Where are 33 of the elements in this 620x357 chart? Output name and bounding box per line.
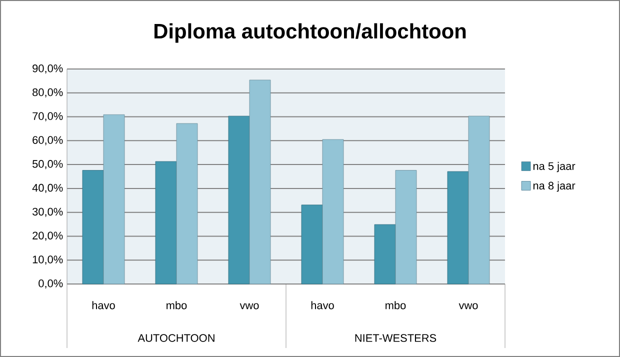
x-tick-label: vwo bbox=[240, 303, 259, 310]
text: NIET-WESTERS bbox=[355, 334, 436, 342]
bar bbox=[301, 204, 323, 284]
bar bbox=[374, 224, 396, 284]
y-tick-label: 30,0% bbox=[32, 208, 63, 217]
y-tick-label: 0,0% bbox=[38, 279, 63, 289]
legend-label: na 8 jaar bbox=[533, 182, 576, 192]
bar bbox=[176, 123, 198, 284]
bar bbox=[155, 161, 177, 284]
bar bbox=[228, 116, 250, 284]
bar bbox=[82, 170, 104, 284]
y-tick-label: 20,0% bbox=[32, 232, 63, 241]
chart-title: Diploma autochtoon/allochtoon bbox=[154, 23, 466, 43]
y-tick-label: 70,0% bbox=[32, 112, 63, 122]
x-tick-label: vwo bbox=[458, 303, 478, 310]
x-tick-label: havo bbox=[92, 301, 115, 310]
bar bbox=[249, 80, 271, 284]
x-tick-label: havo bbox=[311, 301, 334, 310]
y-tick-label: 80,0% bbox=[32, 88, 63, 98]
y-tick-label: 10,0% bbox=[32, 256, 63, 265]
bar bbox=[103, 114, 125, 284]
y-tick-label: 50,0% bbox=[32, 160, 63, 170]
legend-label: na 5 jaar bbox=[533, 162, 576, 172]
bar bbox=[322, 139, 344, 284]
text: AUTOCHTOON bbox=[138, 334, 214, 342]
x-tick-label: mbo bbox=[166, 301, 187, 310]
y-tick-label: 40,0% bbox=[32, 184, 63, 193]
y-tick-label: 60,0% bbox=[32, 136, 63, 146]
bar bbox=[468, 116, 490, 284]
bar bbox=[447, 171, 469, 284]
x-tick-label: mbo bbox=[386, 301, 406, 310]
bar bbox=[395, 170, 417, 284]
y-tick-label: 90,0% bbox=[32, 64, 63, 74]
